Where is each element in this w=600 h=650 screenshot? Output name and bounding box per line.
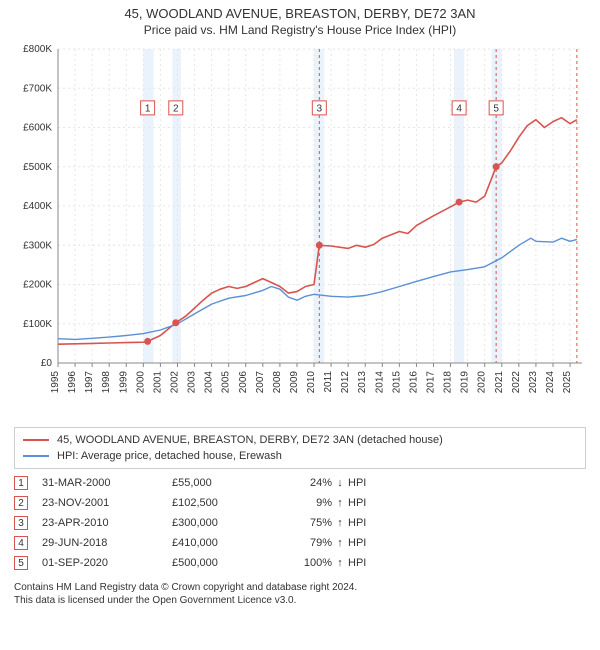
svg-text:2002: 2002 — [169, 371, 180, 394]
svg-text:£200K: £200K — [23, 280, 52, 291]
svg-text:2024: 2024 — [545, 371, 556, 394]
transaction-date: 23-APR-2010 — [42, 517, 172, 529]
transaction-diff: 24% — [272, 477, 332, 489]
svg-text:2021: 2021 — [494, 371, 505, 394]
chart-subtitle: Price paid vs. HM Land Registry's House … — [0, 21, 600, 41]
transaction-row: 2 23-NOV-2001£102,5009%↑HPI — [14, 493, 586, 513]
transaction-hpi-label: HPI — [348, 537, 388, 549]
transaction-price: £102,500 — [172, 497, 272, 509]
svg-text:2011: 2011 — [323, 371, 334, 393]
svg-text:1997: 1997 — [84, 371, 95, 394]
svg-text:£0: £0 — [41, 358, 53, 369]
transaction-date: 31-MAR-2000 — [42, 477, 172, 489]
svg-text:2007: 2007 — [255, 371, 266, 394]
arrow-icon: ↓ — [332, 477, 348, 489]
footer-attribution: Contains HM Land Registry data © Crown c… — [14, 581, 586, 607]
svg-text:2023: 2023 — [528, 371, 539, 394]
svg-text:£800K: £800K — [23, 44, 52, 55]
line-chart-svg: £0 £100K £200K £300K £400K £500K £600K £700K £80… — [10, 41, 590, 421]
legend-item-hpi: HPI: Average price, detached house, Erew… — [23, 448, 577, 464]
svg-text:2010: 2010 — [306, 371, 317, 394]
chart-title: 45, WOODLAND AVENUE, BREASTON, DERBY, DE… — [0, 0, 600, 21]
svg-text:2008: 2008 — [272, 371, 283, 394]
transaction-marker: 2 — [14, 496, 28, 510]
arrow-icon: ↑ — [332, 517, 348, 529]
svg-text:2004: 2004 — [204, 371, 215, 394]
transaction-diff: 75% — [272, 517, 332, 529]
legend: 45, WOODLAND AVENUE, BREASTON, DERBY, DE… — [14, 427, 586, 469]
transaction-marker: 4 — [14, 536, 28, 550]
transaction-price: £410,000 — [172, 537, 272, 549]
transaction-date: 29-JUN-2018 — [42, 537, 172, 549]
svg-text:2003: 2003 — [187, 371, 198, 394]
svg-text:2017: 2017 — [426, 371, 437, 394]
svg-text:4: 4 — [456, 103, 462, 114]
legend-item-price-paid: 45, WOODLAND AVENUE, BREASTON, DERBY, DE… — [23, 432, 577, 448]
footer-line: This data is licensed under the Open Gov… — [14, 594, 586, 607]
transaction-row: 4 29-JUN-2018£410,00079%↑HPI — [14, 533, 586, 553]
svg-text:2013: 2013 — [357, 371, 368, 394]
transaction-date: 01-SEP-2020 — [42, 557, 172, 569]
svg-text:2009: 2009 — [289, 371, 300, 394]
transaction-marker: 3 — [14, 516, 28, 530]
transaction-row: 3 23-APR-2010£300,00075%↑HPI — [14, 513, 586, 533]
svg-text:1996: 1996 — [67, 371, 78, 394]
svg-text:£300K: £300K — [23, 240, 52, 251]
svg-text:2020: 2020 — [477, 371, 488, 394]
transaction-diff: 9% — [272, 497, 332, 509]
transaction-date: 23-NOV-2001 — [42, 497, 172, 509]
svg-text:2012: 2012 — [340, 371, 351, 394]
arrow-icon: ↑ — [332, 557, 348, 569]
svg-text:£500K: £500K — [23, 162, 52, 173]
svg-text:£400K: £400K — [23, 201, 52, 212]
transaction-hpi-label: HPI — [348, 557, 388, 569]
chart-area: £0 £100K £200K £300K £400K £500K £600K £700K £80… — [10, 41, 590, 421]
svg-text:2022: 2022 — [511, 371, 522, 394]
svg-text:1998: 1998 — [101, 371, 112, 394]
transaction-price: £55,000 — [172, 477, 272, 489]
footer-line: Contains HM Land Registry data © Crown c… — [14, 581, 586, 594]
svg-text:£600K: £600K — [23, 123, 52, 134]
svg-text:1999: 1999 — [118, 371, 129, 394]
svg-text:2001: 2001 — [152, 371, 163, 394]
transaction-marker: 1 — [14, 476, 28, 490]
legend-label: HPI: Average price, detached house, Erew… — [57, 450, 282, 462]
transaction-row: 1 31-MAR-2000£55,00024%↓HPI — [14, 473, 586, 493]
transaction-hpi-label: HPI — [348, 517, 388, 529]
transaction-hpi-label: HPI — [348, 477, 388, 489]
transaction-row: 5 01-SEP-2020£500,000100%↑HPI — [14, 553, 586, 573]
arrow-icon: ↑ — [332, 537, 348, 549]
svg-text:3: 3 — [317, 103, 323, 114]
svg-text:2000: 2000 — [135, 371, 146, 394]
svg-text:2018: 2018 — [443, 371, 454, 394]
transaction-hpi-label: HPI — [348, 497, 388, 509]
transaction-price: £500,000 — [172, 557, 272, 569]
svg-text:2025: 2025 — [562, 371, 573, 394]
legend-label: 45, WOODLAND AVENUE, BREASTON, DERBY, DE… — [57, 434, 443, 446]
svg-text:2019: 2019 — [460, 371, 471, 394]
legend-swatch — [23, 455, 49, 457]
legend-swatch — [23, 439, 49, 441]
svg-text:2: 2 — [173, 103, 179, 114]
svg-text:5: 5 — [493, 103, 499, 114]
svg-text:2006: 2006 — [238, 371, 249, 394]
transaction-diff: 79% — [272, 537, 332, 549]
svg-text:2005: 2005 — [221, 371, 232, 394]
transaction-marker: 5 — [14, 556, 28, 570]
svg-text:2015: 2015 — [391, 371, 402, 394]
svg-text:£100K: £100K — [23, 319, 52, 330]
svg-text:2014: 2014 — [374, 371, 385, 394]
arrow-icon: ↑ — [332, 497, 348, 509]
svg-text:1995: 1995 — [50, 371, 61, 394]
transaction-price: £300,000 — [172, 517, 272, 529]
transactions-table: 131-MAR-2000£55,00024%↓HPI223-NOV-2001£1… — [14, 473, 586, 573]
transaction-diff: 100% — [272, 557, 332, 569]
svg-text:1: 1 — [145, 103, 151, 114]
svg-text:£700K: £700K — [23, 83, 52, 94]
svg-text:2016: 2016 — [408, 371, 419, 394]
